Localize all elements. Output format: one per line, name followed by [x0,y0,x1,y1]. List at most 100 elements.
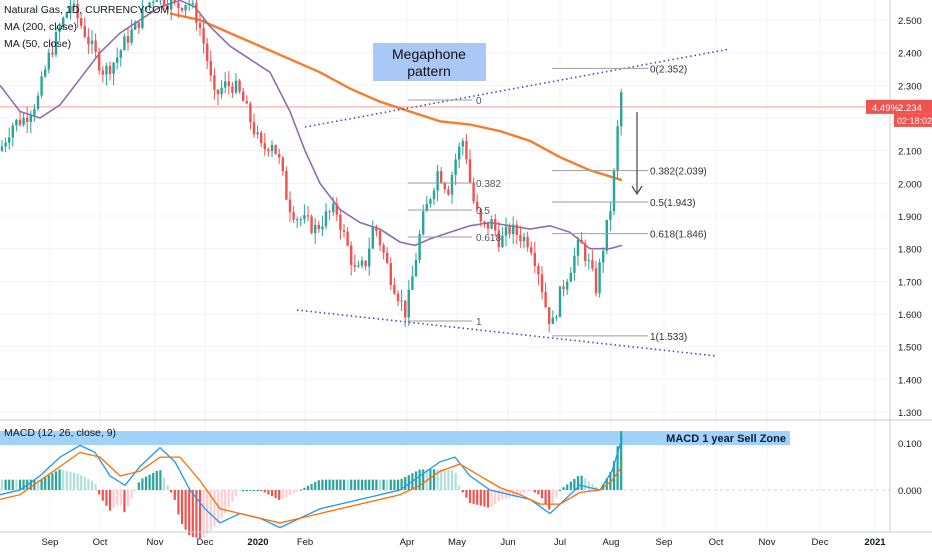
candle-body [523,237,525,242]
candle-body [94,41,96,52]
candle-body [404,300,406,317]
time-axis-tick-label: Dec [197,537,214,548]
macd-histogram-bar [235,490,237,496]
candle-body [526,237,528,247]
fib-level-label: 0.382(2.039) [650,167,707,178]
candle-body [199,23,201,28]
candle-body [80,18,82,26]
macd-histogram-bar [51,473,53,490]
macd-histogram-bar [181,490,183,524]
macd-histogram-bar [203,490,205,537]
candle-body [519,235,521,241]
macd-title[interactable]: MACD (12, 26, close, 9) [4,427,116,439]
fib-level-label: 1(1.533) [650,332,687,343]
fib-level-label: 0.618(1.846) [650,230,707,241]
price-axis-tick-label: 2.500 [898,16,922,27]
candle-body [87,37,89,44]
macd-histogram-bar [66,471,68,490]
candle-body [411,276,413,290]
macd-histogram-bar [350,480,352,490]
candle-body [570,273,572,282]
candle-body [375,227,377,231]
candle-body [242,92,244,101]
candle-body [588,260,590,261]
time-axis-tick-label: Sep [42,537,59,548]
candle-body [400,300,402,301]
macd-histogram-bar [48,475,50,490]
candle-body [361,261,363,266]
macd-histogram-bar [69,472,71,490]
macd-histogram-bar [552,490,554,505]
candle-body [134,22,136,29]
candle-body [267,149,269,151]
candle-body [184,5,186,11]
candle-body [210,61,212,76]
macd-histogram-bar [591,484,593,490]
candle-body [4,143,6,147]
macd-histogram-bar [386,480,388,490]
macd-histogram-bar [249,490,251,491]
indicator-ma50-legend[interactable]: MA (50, close) [4,38,71,50]
candle-body [390,263,392,285]
fib-inner-label: 1 [476,317,482,328]
candle-body [382,245,384,253]
macd-histogram-bar [336,480,338,490]
candle-body [174,0,176,3]
candle-body [555,317,557,318]
candle-body [84,26,86,37]
macd-histogram-bar [5,480,7,490]
candle-body [274,145,276,154]
candle-body [307,215,309,216]
candle-body [12,126,14,138]
candle-body [19,120,21,125]
candle-body [343,230,345,232]
candle-body [105,66,107,75]
macd-histogram-bar [563,487,565,490]
macd-histogram-bar [12,480,14,490]
macd-histogram-bar [354,480,356,490]
macd-histogram-bar [473,490,475,504]
time-axis-tick-label: May [448,537,466,548]
candle-body [440,171,442,183]
macd-histogram-bar [91,481,93,490]
time-axis-tick-label: 2021 [864,537,886,548]
macd-histogram-bar [462,490,464,492]
candle-body [48,53,50,70]
candle-body [195,3,197,23]
candle-body [8,138,10,143]
macd-histogram-bar [534,490,536,492]
macd-histogram-bar [138,482,140,490]
candle-body [120,50,122,57]
candle-body [469,159,471,182]
candle-body [620,92,622,126]
symbol-title[interactable]: Natural Gas, 1D, CURRENCYCOM [4,4,169,16]
macd-histogram-bar [145,477,147,490]
macd-histogram-bar [545,490,547,504]
macd-histogram-bar [440,469,442,490]
candle-body [33,109,35,116]
candle-body [289,200,291,213]
macd-histogram-bar [303,488,305,490]
candle-body [364,261,366,267]
candle-body [213,75,215,89]
candle-body [512,225,514,234]
price-axis-tick-label: 1.500 [898,343,922,354]
candle-body [566,282,568,290]
time-axis-tick-label: Apr [400,537,415,548]
candle-body [224,81,226,87]
candle-body [264,143,266,149]
candle-body [202,28,204,43]
candle-body [271,145,273,151]
macd-histogram-bar [390,480,392,490]
macd-histogram-bar [80,475,82,490]
candle-body [156,0,158,2]
macd-histogram-bar [123,490,125,512]
indicator-ma200-legend[interactable]: MA (200, close) [4,21,77,33]
macd-histogram-bar [447,470,449,490]
candle-body [282,158,284,171]
macd-histogram-bar [404,477,406,490]
macd-histogram-bar [105,490,107,506]
macd-histogram-bar [213,490,215,527]
